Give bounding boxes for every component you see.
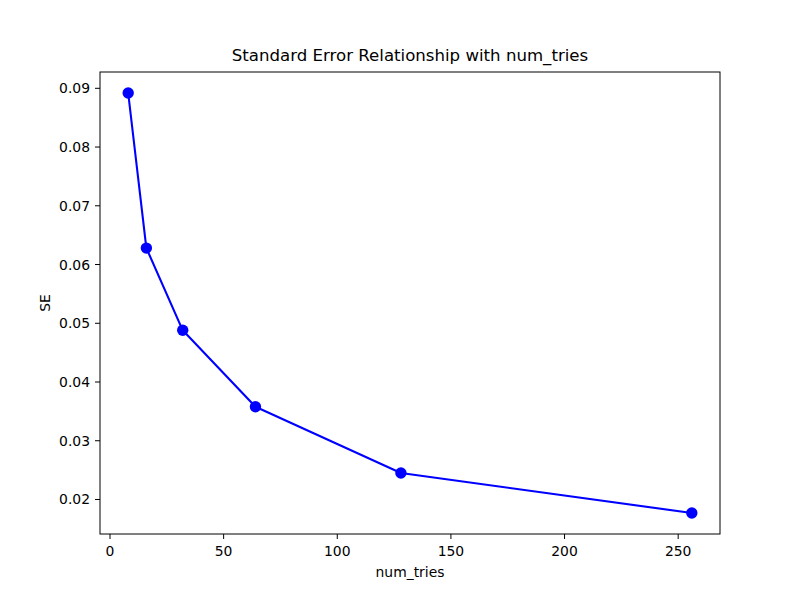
x-tick-label: 0 (106, 543, 115, 559)
y-tick-label: 0.06 (59, 257, 90, 273)
y-tick-label: 0.05 (59, 315, 90, 331)
line-chart: 0 50 100 150 200 250 0.02 0.03 0.04 0.05 0.06 0.07… (0, 0, 800, 600)
y-tick-label: 0.02 (59, 491, 90, 507)
chart-title: Standard Error Relationship with num_tri… (232, 46, 588, 66)
se-data-line (128, 93, 692, 513)
x-axis-ticks: 0 50 100 150 200 250 (106, 534, 692, 559)
data-point-marker (686, 507, 697, 518)
data-point-marker (250, 401, 261, 412)
y-tick-label: 0.03 (59, 433, 90, 449)
data-point-marker (122, 87, 133, 98)
data-point-marker (141, 242, 152, 253)
y-tick-label: 0.08 (59, 139, 90, 155)
se-data-markers (122, 87, 697, 518)
plot-area-border (100, 72, 720, 534)
y-axis-label: SE (37, 294, 53, 312)
x-tick-label: 250 (665, 543, 692, 559)
x-tick-label: 50 (215, 543, 233, 559)
y-tick-label: 0.09 (59, 80, 90, 96)
figure-canvas: 0 50 100 150 200 250 0.02 0.03 0.04 0.05 0.06 0.07… (0, 0, 800, 600)
x-tick-label: 100 (324, 543, 351, 559)
y-tick-label: 0.07 (59, 198, 90, 214)
data-point-marker (177, 325, 188, 336)
y-tick-label: 0.04 (59, 374, 90, 390)
y-axis-ticks: 0.02 0.03 0.04 0.05 0.06 0.07 0.08 0.09 (59, 80, 100, 507)
data-point-marker (395, 467, 406, 478)
x-tick-label: 200 (551, 543, 578, 559)
x-tick-label: 150 (438, 543, 465, 559)
x-axis-label: num_tries (376, 564, 445, 580)
